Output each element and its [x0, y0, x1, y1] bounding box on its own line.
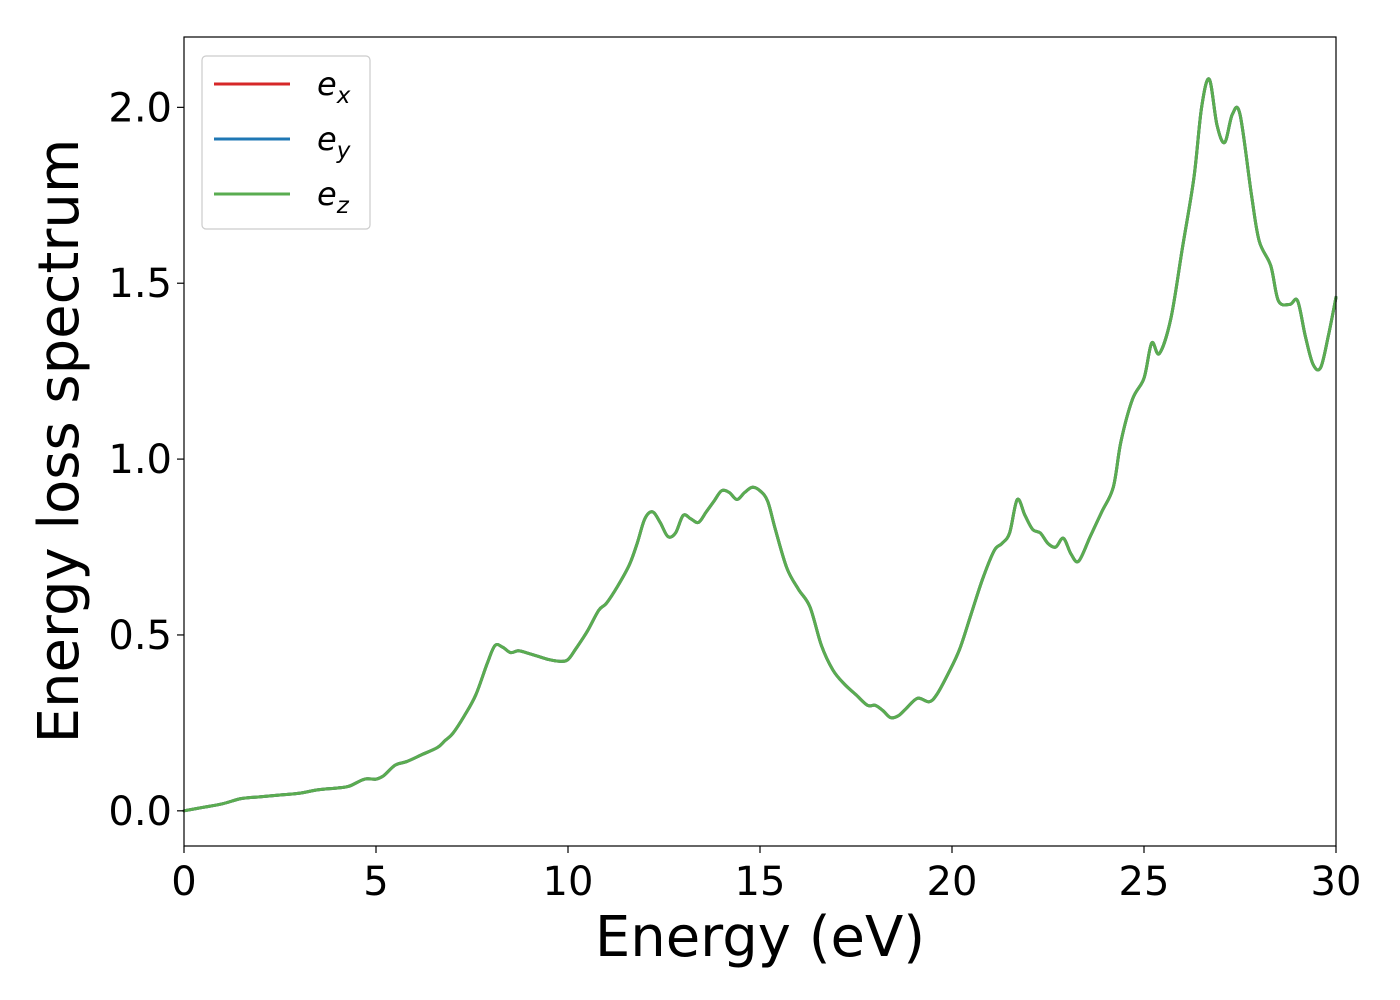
y-tick-label: 0.0: [108, 789, 172, 835]
x-axis-ticks: 0 5 10 15 20 25 30: [171, 846, 1361, 905]
plot-area-background: [184, 37, 1336, 846]
x-axis-label: Energy (eV): [595, 905, 925, 970]
legend-box: [201, 55, 371, 230]
series-line-z: [182, 77, 1338, 813]
x-tick-label: 30: [1311, 859, 1362, 905]
x-tick-label: 10: [543, 859, 594, 905]
series-layer: [182, 77, 1338, 813]
y-tick-label: 2.0: [108, 85, 172, 131]
x-tick-label: 5: [363, 859, 388, 905]
x-tick-label: 15: [735, 859, 786, 905]
x-tick-label: 25: [1119, 859, 1170, 905]
y-tick-label: 1.5: [108, 261, 172, 307]
y-axis-ticks: 0.0 0.5 1.0 1.5 2.0: [108, 85, 184, 835]
y-tick-label: 1.0: [108, 437, 172, 483]
x-tick-label: 0: [171, 859, 196, 905]
y-axis-label: Energy loss spectrum: [27, 139, 92, 744]
x-tick-label: 20: [927, 859, 978, 905]
y-tick-label: 0.5: [108, 613, 172, 659]
